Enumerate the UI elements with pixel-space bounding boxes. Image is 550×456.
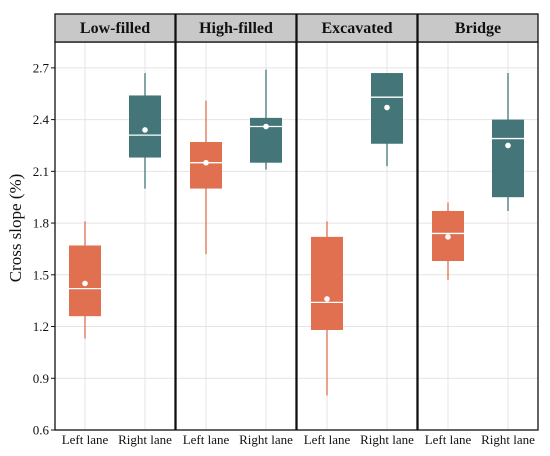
box-iqr bbox=[311, 236, 343, 330]
mean-marker bbox=[203, 159, 209, 166]
box-iqr bbox=[492, 119, 524, 198]
mean-marker bbox=[82, 280, 88, 287]
mean-marker bbox=[263, 123, 269, 130]
x-tick-label: Left lane bbox=[304, 432, 351, 447]
panel-title: High-filled bbox=[199, 20, 273, 37]
x-tick-label: Left lane bbox=[183, 432, 230, 447]
panel-title: Excavated bbox=[321, 20, 392, 37]
mean-marker bbox=[445, 234, 451, 240]
y-tick-label: 0.9 bbox=[33, 371, 49, 386]
panel-title: Bridge bbox=[455, 20, 501, 37]
x-tick-label: Right lane bbox=[360, 432, 414, 447]
panel-strip bbox=[54, 13, 176, 43]
y-tick-label: 0.6 bbox=[33, 423, 50, 438]
panel-frame bbox=[175, 41, 297, 431]
tick-layer: Left lane Right lane Left lane Right lane Le… bbox=[33, 60, 535, 447]
panel-strip bbox=[417, 13, 539, 43]
x-tick-label: Right lane bbox=[118, 432, 172, 447]
panel-strip bbox=[296, 13, 418, 43]
x-tick-label: Left lane bbox=[425, 432, 472, 447]
x-tick-label: Left lane bbox=[62, 432, 109, 447]
y-tick-label: 1.8 bbox=[33, 216, 49, 231]
box-layer bbox=[69, 69, 524, 396]
panel-title: Low-filled bbox=[80, 20, 150, 37]
x-tick-label: Right lane bbox=[239, 432, 293, 447]
mean-marker bbox=[142, 127, 148, 133]
y-axis-title: Cross slope (%) bbox=[6, 174, 25, 283]
x-tick-label: Right lane bbox=[481, 432, 535, 447]
y-tick-label: 2.1 bbox=[33, 164, 49, 179]
y-tick-label: 1.5 bbox=[33, 267, 49, 282]
mean-marker bbox=[324, 296, 330, 302]
box-iqr bbox=[129, 95, 161, 158]
mean-marker bbox=[505, 142, 511, 149]
panel-strip bbox=[175, 13, 297, 43]
y-tick-label: 2.4 bbox=[33, 112, 50, 127]
y-tick-label: 2.7 bbox=[33, 60, 50, 75]
y-tick-label: 1.2 bbox=[33, 319, 49, 334]
mean-marker bbox=[384, 104, 390, 111]
frame-layer: Low-filled High-filled Excavated Bridge bbox=[54, 13, 539, 431]
